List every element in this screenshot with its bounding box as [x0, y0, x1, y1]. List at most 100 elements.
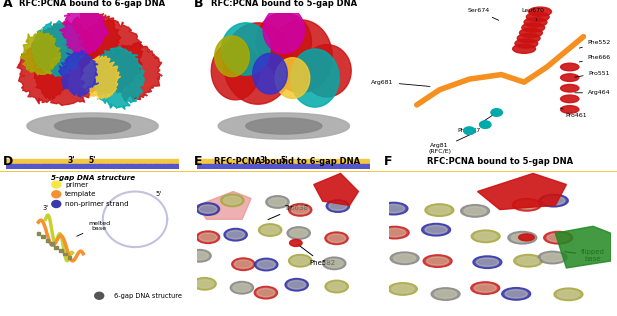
Ellipse shape [291, 206, 309, 214]
Text: non-primer strand: non-primer strand [65, 201, 129, 207]
Polygon shape [478, 173, 566, 210]
Bar [323, 164, 326, 168]
Bar [331, 164, 335, 168]
Bar [67, 164, 70, 168]
Ellipse shape [328, 282, 346, 291]
Bar [219, 164, 223, 168]
Text: 6-gap DNA structure: 6-gap DNA structure [114, 293, 181, 299]
Ellipse shape [389, 283, 417, 295]
Bar [340, 164, 344, 168]
Text: 5': 5' [280, 156, 288, 165]
Ellipse shape [505, 290, 528, 298]
Bar [46, 239, 49, 241]
Ellipse shape [520, 28, 542, 37]
Ellipse shape [392, 285, 414, 293]
Ellipse shape [476, 258, 499, 266]
Ellipse shape [226, 231, 244, 239]
Ellipse shape [524, 18, 547, 27]
Polygon shape [275, 58, 310, 98]
Bar [114, 164, 118, 168]
Polygon shape [246, 118, 322, 134]
Bar [49, 164, 53, 168]
Ellipse shape [287, 227, 310, 239]
Bar [297, 164, 300, 168]
Polygon shape [270, 20, 332, 93]
Ellipse shape [261, 226, 279, 234]
Text: 5': 5' [89, 156, 96, 165]
Text: flipped
base: flipped base [565, 249, 605, 262]
Ellipse shape [474, 284, 496, 292]
Text: 5-gap DNA structure: 5-gap DNA structure [51, 175, 135, 181]
Ellipse shape [285, 278, 308, 291]
Ellipse shape [380, 226, 409, 239]
Text: D: D [2, 155, 13, 168]
Bar [157, 164, 161, 168]
Ellipse shape [554, 288, 583, 301]
Text: Phe587: Phe587 [458, 114, 494, 133]
Text: C: C [378, 0, 387, 3]
Text: 5': 5' [155, 191, 161, 197]
Ellipse shape [514, 254, 542, 267]
Ellipse shape [268, 198, 286, 206]
Text: Ser674: Ser674 [467, 8, 499, 20]
Circle shape [95, 292, 104, 299]
Bar [106, 164, 109, 168]
Bar [280, 164, 283, 168]
Ellipse shape [329, 202, 347, 210]
Circle shape [52, 201, 60, 208]
Bar [149, 164, 152, 168]
Bar [10, 164, 14, 168]
Ellipse shape [233, 283, 251, 292]
Bar [6, 159, 179, 164]
Polygon shape [555, 226, 611, 268]
Ellipse shape [431, 288, 460, 300]
Polygon shape [92, 46, 144, 109]
Ellipse shape [425, 226, 447, 234]
Ellipse shape [561, 84, 579, 92]
Circle shape [52, 191, 60, 198]
Text: Trp638: Trp638 [268, 204, 308, 220]
Bar [6, 164, 10, 168]
Circle shape [52, 181, 60, 188]
Ellipse shape [557, 290, 579, 299]
Bar [75, 164, 79, 168]
Bar [170, 164, 174, 168]
Text: melted
base: melted base [77, 221, 110, 236]
Bar [254, 164, 257, 168]
Ellipse shape [224, 228, 247, 241]
Text: Arg464: Arg464 [575, 90, 611, 95]
Bar [362, 164, 365, 168]
Bar [284, 164, 288, 168]
Text: template: template [65, 191, 97, 197]
Text: RFC:PCNA bound to 5-gap DNA: RFC:PCNA bound to 5-gap DNA [427, 157, 573, 167]
Ellipse shape [512, 198, 541, 211]
Bar [118, 164, 122, 168]
Bar [236, 164, 240, 168]
Ellipse shape [526, 12, 549, 21]
Bar [110, 164, 114, 168]
Ellipse shape [328, 234, 346, 242]
Ellipse shape [538, 251, 567, 264]
Polygon shape [27, 113, 158, 139]
Polygon shape [256, 13, 312, 71]
Bar [245, 164, 249, 168]
Bar [58, 164, 62, 168]
Bar [32, 164, 36, 168]
Bar [353, 164, 357, 168]
Ellipse shape [196, 280, 213, 288]
Bar [54, 246, 58, 248]
Bar [232, 164, 236, 168]
Polygon shape [76, 18, 143, 94]
Polygon shape [211, 42, 260, 100]
Ellipse shape [541, 253, 563, 262]
Ellipse shape [379, 202, 408, 215]
Ellipse shape [539, 194, 568, 207]
Ellipse shape [434, 290, 457, 298]
Bar [144, 164, 148, 168]
Text: 3': 3' [43, 204, 49, 210]
Polygon shape [218, 113, 349, 139]
Polygon shape [197, 191, 251, 219]
Text: Arg81
(RFC/E): Arg81 (RFC/E) [428, 132, 476, 154]
Bar [36, 232, 40, 234]
Ellipse shape [289, 254, 312, 267]
